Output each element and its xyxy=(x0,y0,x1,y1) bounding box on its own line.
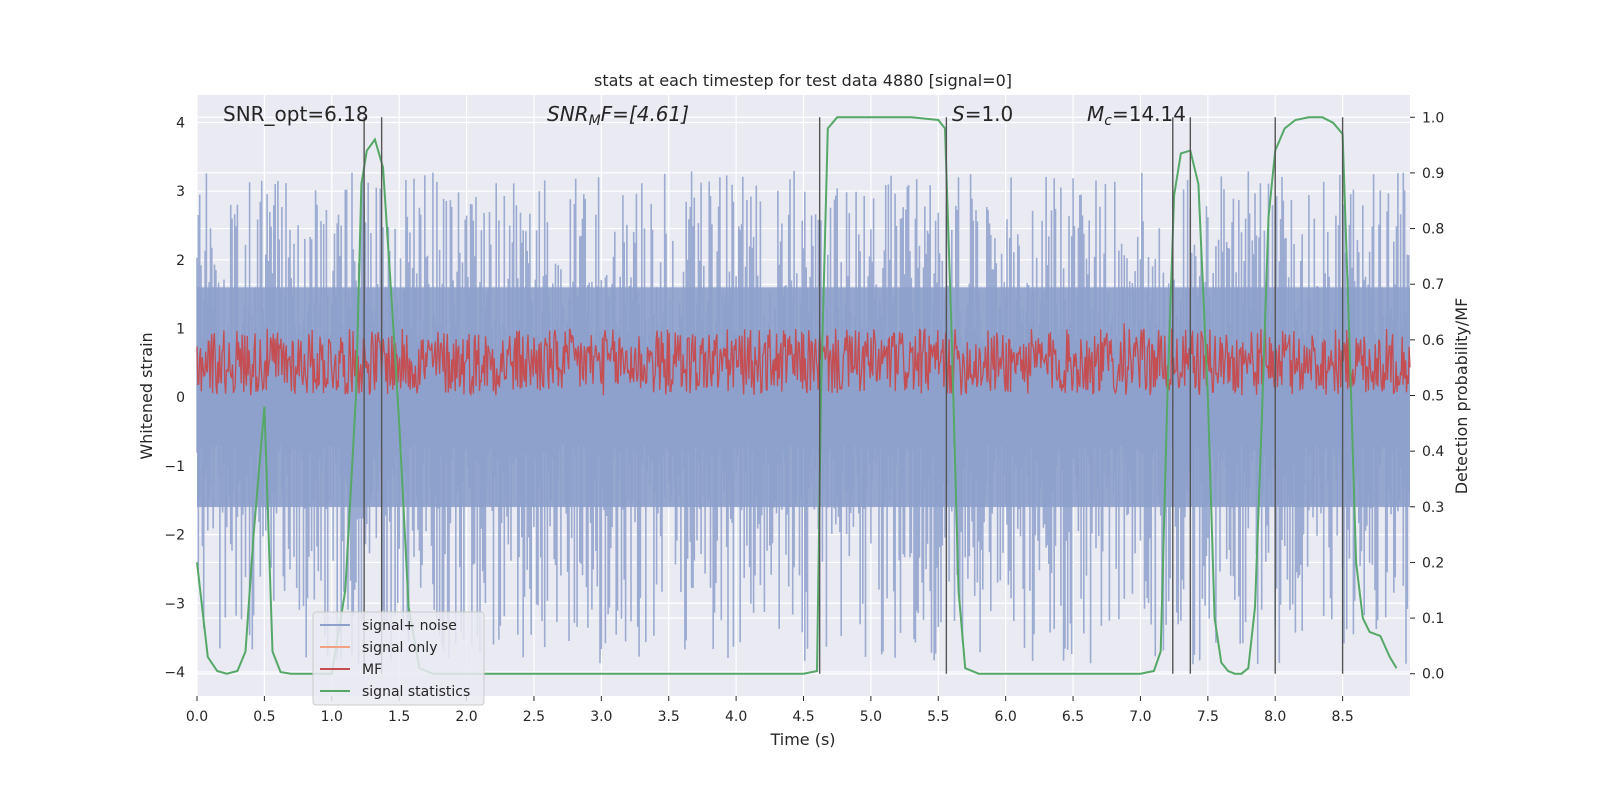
x-tick-label-0: 0.0 xyxy=(186,709,208,725)
annotation-mc-var: M xyxy=(1087,102,1104,126)
y2-tick-label-1: 0.1 xyxy=(1422,611,1444,627)
y2-tick-label-3: 0.3 xyxy=(1422,500,1444,516)
x-tick-label-9: 4.5 xyxy=(792,709,814,725)
y2-tick-labels: 0.0 0.1 0.2 0.3 0.4 0.5 0.6 0.7 0.8 0.9 1.0 xyxy=(1410,110,1444,683)
x-tick-label-2: 1.0 xyxy=(321,709,343,725)
y-tick-label-2: −2 xyxy=(164,528,185,544)
annotation-mc-sub: c xyxy=(1104,113,1112,129)
x-tick-label-7: 3.5 xyxy=(658,709,680,725)
y2-axis-label: Detection probability/MF xyxy=(1452,298,1471,495)
y2-tick-label-7: 0.7 xyxy=(1422,277,1444,293)
x-tick-label-10: 5.0 xyxy=(860,709,882,725)
x-tick-label-15: 7.5 xyxy=(1197,709,1219,725)
legend: signal+ noise signal only MF signal stat… xyxy=(312,611,485,706)
y-tick-labels: −4 −3 −2 −1 0 1 2 3 4 xyxy=(164,115,185,680)
x-tick-label-16: 8.0 xyxy=(1264,709,1286,725)
x-tick-label-14: 7.0 xyxy=(1129,709,1151,725)
x-tick-label-1: 0.5 xyxy=(253,709,275,725)
y2-tick-label-0: 0.0 xyxy=(1422,667,1444,683)
annotation-snr-mf-rest: F=[4.61] xyxy=(601,102,689,126)
legend-label-signal-noise: signal+ noise xyxy=(362,618,457,634)
y2-tick-label-6: 0.6 xyxy=(1422,333,1444,349)
annotation-snr-mf: SNRMF=[4.61] xyxy=(547,102,689,129)
annotation-s-rest: =1.0 xyxy=(965,102,1014,126)
x-axis-label: Time (s) xyxy=(769,730,835,749)
x-tick-label-11: 5.5 xyxy=(927,709,949,725)
y-tick-label-6: 2 xyxy=(176,253,185,269)
annotation-snr-opt: SNR_opt=6.18 xyxy=(223,102,369,126)
annotation-mc-rest: =14.14 xyxy=(1112,102,1186,126)
y-tick-label-3: −1 xyxy=(164,459,185,475)
annotation-s: S=1.0 xyxy=(952,102,1013,126)
noise-core xyxy=(197,287,1410,508)
legend-label-signal-only: signal only xyxy=(362,640,437,656)
mf-trace xyxy=(196,323,1411,397)
x-tick-label-13: 6.5 xyxy=(1062,709,1084,725)
x-tick-label-12: 6.0 xyxy=(995,709,1017,725)
x-tick-label-8: 4.0 xyxy=(725,709,747,725)
x-tick-label-4: 2.0 xyxy=(455,709,477,725)
y-tick-label-7: 3 xyxy=(176,184,185,200)
y-tick-label-4: 0 xyxy=(176,390,185,406)
annotation-mc: Mc=14.14 xyxy=(1087,102,1186,129)
annotation-s-var: S xyxy=(952,102,965,126)
legend-label-signal-statistics: signal statistics xyxy=(362,684,470,700)
y2-tick-label-4: 0.4 xyxy=(1422,444,1444,460)
x-tick-label-17: 8.5 xyxy=(1331,709,1353,725)
vertical-markers xyxy=(363,117,1344,674)
y-tick-label-8: 4 xyxy=(176,115,185,131)
chart-title: stats at each timestep for test data 488… xyxy=(594,71,1012,90)
y-tick-label-5: 1 xyxy=(176,322,185,338)
legend-box xyxy=(312,611,485,706)
x-tick-label-5: 2.5 xyxy=(523,709,545,725)
y-tick-label-1: −3 xyxy=(164,596,185,612)
x-tick-label-3: 1.5 xyxy=(388,709,410,725)
y-tick-label-0: −4 xyxy=(164,665,185,681)
mf-series xyxy=(196,323,1411,397)
x-tick-label-6: 3.0 xyxy=(590,709,612,725)
legend-label-mf: MF xyxy=(362,662,382,678)
annotation-snr-mf-sub: M xyxy=(589,113,601,129)
y2-tick-label-2: 0.2 xyxy=(1422,555,1444,571)
y2-tick-label-5: 0.5 xyxy=(1422,389,1444,405)
y2-tick-label-9: 0.9 xyxy=(1422,166,1444,182)
y2-tick-label-8: 0.8 xyxy=(1422,222,1444,238)
y-axis-label: Whitened strain xyxy=(137,332,156,459)
x-tick-labels: 0.0 0.5 1.0 1.5 2.0 2.5 3.0 3.5 4.0 4.5 5.0 5.5 6.0 6… xyxy=(186,696,1354,725)
annotation-snr-mf-var: SNR xyxy=(547,102,589,126)
y2-tick-label-10: 1.0 xyxy=(1422,110,1444,126)
